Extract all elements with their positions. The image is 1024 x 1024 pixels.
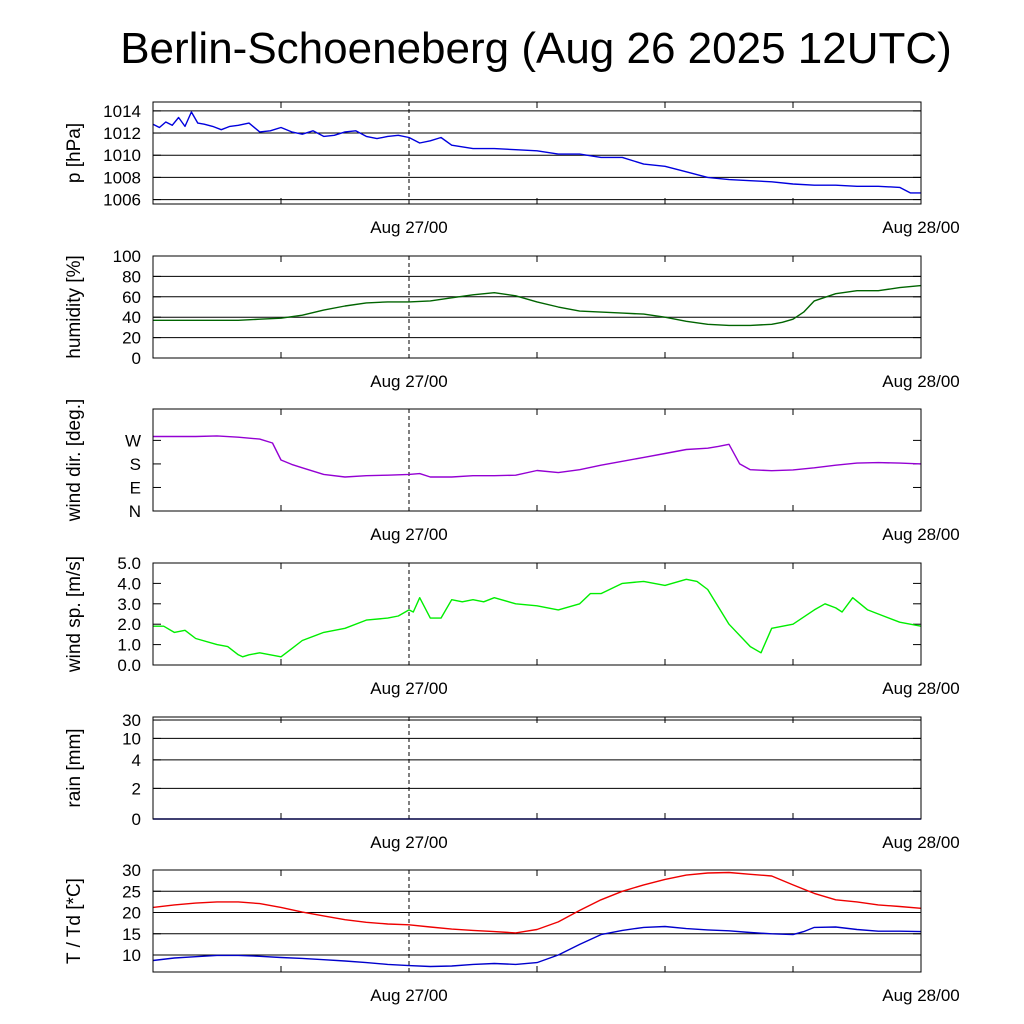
x-tick-label: Aug 27/00 [370,525,448,544]
y-tick-label: 1010 [103,146,141,165]
x-tick-label: Aug 28/00 [882,372,960,391]
y-tick-label: 10 [122,946,141,965]
series-line-wind_dir-0 [153,435,922,478]
series-line-wind_sp-0 [153,578,922,658]
y-axis-label: p [hPa] [64,123,85,183]
x-tick-label: Aug 28/00 [882,833,960,852]
y-tick-label: 2 [132,779,141,798]
y-tick-label: 1014 [103,102,141,121]
y-tick-label: 20 [122,904,141,923]
series-line-humidity-0 [153,284,922,327]
plot-frame [152,101,922,205]
x-tick-label: Aug 27/00 [370,833,448,852]
panel-wind_sp: 0.01.0 2.03.0 4.05.0 Aug 27/00 Aug 28/00 wind… [64,554,960,698]
series-line-temperature-0 [152,871,922,934]
y-tick-label: 20 [122,329,141,348]
plot-frame [152,408,922,512]
y-tick-label: W [125,431,141,450]
x-tick-label: Aug 28/00 [882,986,960,1005]
plot-frame [152,255,922,359]
y-tick-label: 5.0 [117,554,141,573]
y-tick-label: 1006 [103,191,141,210]
x-tick-label: Aug 28/00 [882,218,960,237]
y-tick-label: 10 [122,729,141,748]
y-tick-label: N [129,502,141,521]
y-tick-label: 1.0 [117,636,141,655]
x-tick-label: Aug 27/00 [370,372,448,391]
y-axis-label: rain [mm] [64,728,85,807]
y-tick-label: 40 [122,308,141,327]
y-tick-label: 25 [122,882,141,901]
x-tick-label: Aug 27/00 [370,986,448,1005]
y-tick-label: 4.0 [117,574,141,593]
series-line-temperature-1 [152,925,922,968]
y-tick-label: 0.0 [117,656,141,675]
y-tick-label: 1008 [103,168,141,187]
panel-temperature: 10 15 20 25 30 Aug 27/00 Aug 28/00 T / Td [*C] [64,861,960,1005]
x-tick-label: Aug 28/00 [882,679,960,698]
y-tick-label: 0 [132,810,141,829]
y-tick-label: 80 [122,267,141,286]
chart-title: Berlin-Schoeneberg (Aug 26 2025 12UTC) [120,24,952,73]
x-tick-label: Aug 27/00 [370,218,448,237]
y-tick-label: 100 [113,247,141,266]
plot-frame [152,716,922,820]
y-tick-label: 30 [122,861,141,880]
y-tick-label: E [130,478,141,497]
y-axis-label: wind sp. [m/s] [64,556,85,673]
series-line-pressure-0 [152,111,921,194]
y-axis-label: humidity [%] [64,255,85,358]
y-axis-label: wind dir. [deg.] [64,399,85,523]
x-tick-label: Aug 27/00 [370,679,448,698]
y-tick-label: 15 [122,925,141,944]
y-tick-label: 0 [132,349,141,368]
x-tick-label: Aug 28/00 [882,525,960,544]
y-tick-label: 30 [122,711,141,730]
y-tick-label: 2.0 [117,615,141,634]
panel-pressure: 1006 1008 1010 1012 1014 Aug 27/00 Aug 28/00 p … [64,101,960,237]
plot-frame [152,869,922,973]
y-tick-label: 3.0 [117,595,141,614]
y-tick-label: 4 [132,751,141,770]
plot-frame [152,562,922,666]
y-axis-label: T / Td [*C] [64,878,85,964]
y-tick-label: S [130,455,141,474]
y-tick-label: 60 [122,288,141,307]
y-tick-label: 1012 [103,124,141,143]
